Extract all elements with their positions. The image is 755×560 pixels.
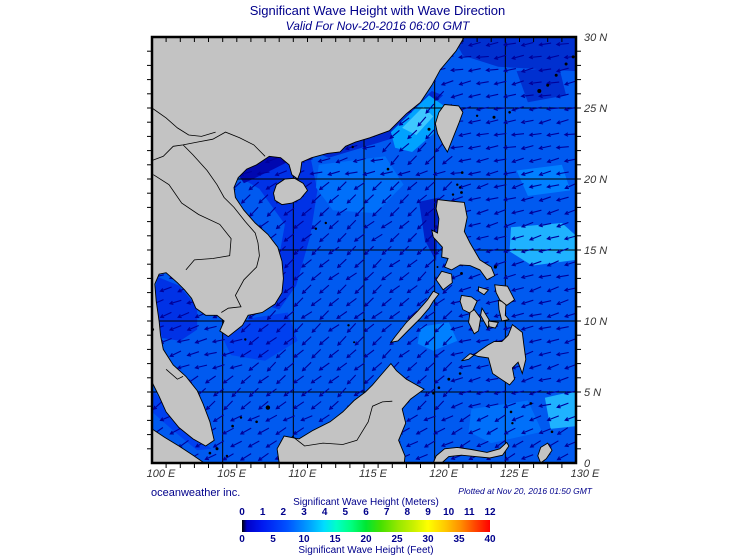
meters-tick-label: 7 bbox=[383, 507, 390, 518]
landmass bbox=[435, 270, 453, 291]
x-axis-label: 130 E bbox=[570, 468, 600, 480]
x-axis-label: 115 E bbox=[359, 468, 387, 480]
landmass bbox=[468, 308, 482, 335]
map-canvas bbox=[147, 35, 581, 468]
map-border bbox=[150, 35, 578, 465]
feet-tick-label: 10 bbox=[298, 534, 310, 545]
legend-meters-title: Significant Wave Height (Meters) bbox=[293, 497, 439, 508]
meters-tick-label: 0 bbox=[239, 507, 245, 518]
meters-tick-label: 5 bbox=[342, 507, 349, 518]
feet-tick-label: 15 bbox=[329, 534, 341, 545]
y-axis-label: 0 bbox=[584, 458, 591, 470]
landmass bbox=[487, 320, 499, 329]
y-axis-label: 15 N bbox=[584, 245, 608, 257]
valid-time-subtitle: Valid For Nov-20-2016 06:00 GMT bbox=[285, 19, 470, 33]
y-axis-label: 10 N bbox=[584, 316, 608, 328]
meters-tick-label: 2 bbox=[280, 507, 287, 518]
plotted-timestamp: Plotted at Nov 20, 2016 01:50 GMT bbox=[458, 486, 592, 496]
landmass bbox=[494, 284, 516, 306]
y-axis-label: 20 N bbox=[584, 174, 608, 186]
x-axis-label: 120 E bbox=[429, 468, 459, 480]
meters-tick-label: 1 bbox=[259, 507, 266, 518]
feet-tick-label: 35 bbox=[453, 534, 465, 545]
landmass bbox=[480, 306, 491, 330]
landmass bbox=[434, 104, 464, 154]
x-axis-label: 110 E bbox=[288, 468, 317, 480]
y-axis-label: 30 N bbox=[584, 32, 608, 44]
wave-height-map bbox=[147, 35, 581, 468]
landmass bbox=[389, 290, 440, 343]
meters-tick-label: 10 bbox=[443, 507, 455, 518]
landmass bbox=[537, 442, 553, 464]
landmass bbox=[276, 362, 425, 464]
landmass bbox=[461, 323, 527, 386]
meters-tick-label: 11 bbox=[464, 507, 475, 518]
legend-feet-title: Significant Wave Height (Feet) bbox=[298, 545, 434, 556]
meters-tick-label: 6 bbox=[363, 507, 369, 518]
landmass bbox=[151, 36, 466, 447]
feet-tick-label: 0 bbox=[239, 534, 245, 545]
meters-tick-label: 3 bbox=[301, 507, 307, 518]
wave-height-colorbar bbox=[242, 520, 490, 532]
feet-tick-label: 20 bbox=[360, 534, 372, 545]
landmass bbox=[431, 199, 496, 281]
landmass bbox=[478, 286, 490, 296]
meters-tick-label: 12 bbox=[484, 507, 496, 518]
landmass bbox=[273, 177, 309, 206]
meters-tick-label: 4 bbox=[321, 507, 328, 518]
landmass bbox=[432, 441, 510, 464]
x-axis-label: 100 E bbox=[146, 468, 176, 480]
meters-tick-label: 9 bbox=[425, 507, 431, 518]
feet-tick-label: 30 bbox=[422, 534, 434, 545]
x-axis-label: 125 E bbox=[499, 468, 529, 480]
meters-tick-label: 8 bbox=[404, 507, 411, 518]
y-axis-label: 5 N bbox=[584, 387, 602, 399]
feet-tick-label: 5 bbox=[270, 534, 276, 545]
feet-tick-label: 40 bbox=[484, 534, 496, 545]
page-title: Significant Wave Height with Wave Direct… bbox=[249, 3, 506, 18]
credit-text: oceanweather inc. bbox=[151, 487, 241, 499]
y-axis-label: 25 N bbox=[584, 103, 608, 115]
feet-tick-label: 25 bbox=[391, 534, 403, 545]
x-axis-label: 105 E bbox=[217, 468, 247, 480]
